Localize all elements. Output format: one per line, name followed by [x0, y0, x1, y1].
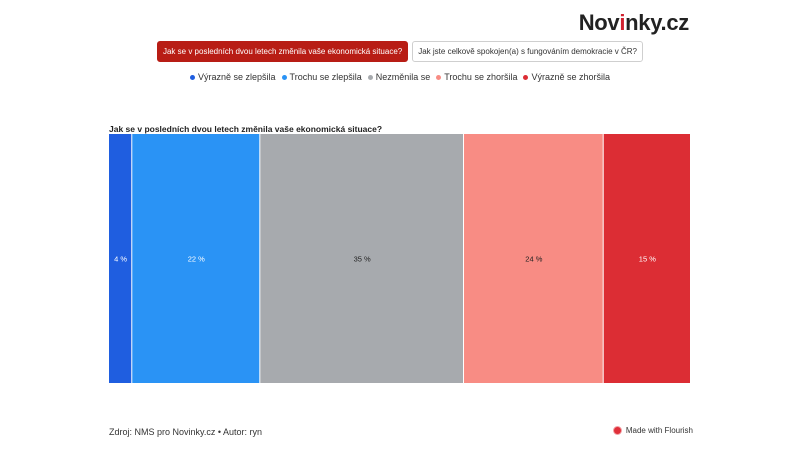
- legend-label: Nezměnila se: [375, 72, 431, 82]
- legend-swatch: [367, 74, 373, 80]
- source-credit: Zdroj: NMS pro Novinky.cz • Autor: ryn: [109, 427, 263, 437]
- brand-logo[interactable]: Novinky.cz: [578, 10, 690, 36]
- legend-label: Trochu se zlepšila: [289, 72, 362, 82]
- legend-item-vyrazne-zlepsila[interactable]: Výrazně se zlepšila: [189, 72, 276, 82]
- legend-label: Výrazně se zlepšila: [197, 72, 276, 82]
- tab-democracy-satisfaction[interactable]: Jak jste celkově spokojen(a) s fungování…: [412, 41, 643, 62]
- flourish-label: Made with Flourish: [625, 426, 693, 435]
- bar-segment-5[interactable]: [603, 134, 690, 383]
- legend-item-nezmenila[interactable]: Nezměnila se: [367, 72, 431, 82]
- logo-text-start: Nov: [578, 10, 620, 35]
- legend-label: Výrazně se zhoršila: [531, 72, 611, 82]
- chart-title: Jak se v posledních dvou letech změnila …: [109, 124, 383, 134]
- legend-item-trochu-zhorsila[interactable]: Trochu se zhoršila: [436, 72, 517, 82]
- bar-segment-3[interactable]: [260, 134, 464, 383]
- bar-value-label-1: 4 %: [114, 255, 127, 264]
- bar-segment-4[interactable]: [464, 134, 603, 383]
- bar-value-label-3: 35 %: [354, 255, 371, 264]
- legend-swatch: [189, 74, 195, 80]
- flourish-logo-icon: [612, 426, 622, 435]
- bar-segment-1[interactable]: [109, 134, 132, 383]
- legend-item-vyrazne-zhorsila[interactable]: Výrazně se zhoršila: [523, 72, 610, 82]
- legend-swatch: [436, 74, 442, 80]
- legend-swatch: [281, 74, 287, 80]
- legend-label: Trochu se zhoršila: [444, 72, 518, 82]
- tab-economic-situation[interactable]: Jak se v posledních dvou letech změnila …: [156, 41, 409, 62]
- question-tabs: Jak se v posledních dvou letech změnila …: [0, 41, 800, 62]
- bar-value-label-4: 24 %: [525, 255, 542, 264]
- bar-segment-2[interactable]: [132, 134, 260, 383]
- bar-value-label-2: 22 %: [188, 255, 205, 264]
- flourish-badge[interactable]: Made with Flourish: [612, 426, 693, 435]
- legend-item-trochu-zlepsila[interactable]: Trochu se zlepšila: [281, 72, 362, 82]
- chart-legend: Výrazně se zlepšila Trochu se zlepšila N…: [0, 72, 800, 82]
- bar-value-label-5: 15 %: [639, 255, 656, 264]
- logo-text-accent: i: [619, 10, 626, 35]
- legend-swatch: [523, 74, 529, 80]
- logo-text-end: nky.cz: [625, 10, 689, 35]
